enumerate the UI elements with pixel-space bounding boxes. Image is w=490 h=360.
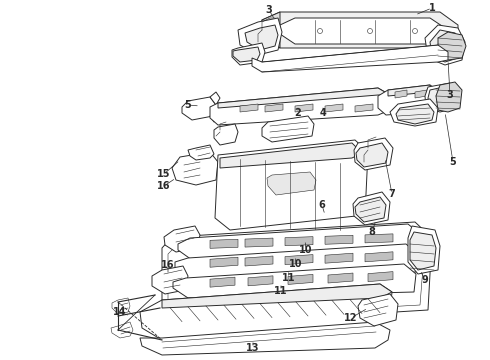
Polygon shape [262, 12, 280, 48]
Polygon shape [328, 273, 353, 283]
Polygon shape [210, 277, 235, 287]
Polygon shape [355, 104, 373, 112]
Polygon shape [218, 88, 390, 108]
Text: 14: 14 [113, 307, 127, 317]
Polygon shape [262, 12, 458, 48]
Polygon shape [182, 97, 216, 120]
Polygon shape [410, 232, 436, 270]
Text: 8: 8 [368, 227, 375, 237]
Polygon shape [172, 152, 218, 185]
Polygon shape [280, 18, 445, 44]
Polygon shape [188, 145, 214, 160]
Polygon shape [162, 222, 432, 325]
Polygon shape [395, 90, 407, 98]
Text: 1: 1 [429, 3, 436, 13]
Polygon shape [428, 86, 454, 110]
Polygon shape [353, 192, 390, 225]
Polygon shape [285, 255, 313, 265]
Polygon shape [175, 244, 418, 280]
Polygon shape [368, 272, 393, 282]
Polygon shape [210, 92, 220, 105]
Polygon shape [390, 99, 438, 126]
Polygon shape [285, 237, 313, 246]
Polygon shape [265, 104, 283, 112]
Text: 16: 16 [161, 260, 175, 270]
Polygon shape [210, 257, 238, 267]
Polygon shape [233, 47, 260, 62]
Polygon shape [408, 226, 440, 274]
Polygon shape [262, 116, 314, 142]
Text: 11: 11 [274, 286, 288, 296]
Polygon shape [430, 30, 460, 62]
Polygon shape [325, 235, 353, 244]
Text: 4: 4 [319, 108, 326, 118]
Polygon shape [356, 143, 388, 167]
Polygon shape [378, 85, 442, 115]
Polygon shape [168, 228, 425, 318]
Polygon shape [232, 43, 265, 65]
Polygon shape [365, 252, 393, 262]
Polygon shape [425, 83, 458, 112]
Polygon shape [325, 253, 353, 263]
Polygon shape [354, 138, 393, 170]
Polygon shape [111, 322, 133, 338]
Text: 5: 5 [185, 100, 192, 110]
Circle shape [318, 28, 322, 33]
Text: 3: 3 [446, 90, 453, 100]
Polygon shape [396, 104, 434, 124]
Polygon shape [295, 104, 313, 112]
Polygon shape [436, 82, 462, 112]
Polygon shape [173, 264, 416, 298]
Polygon shape [178, 224, 420, 260]
Polygon shape [210, 88, 390, 125]
Polygon shape [252, 45, 448, 72]
Text: 5: 5 [450, 157, 456, 167]
Polygon shape [210, 239, 238, 248]
Text: 13: 13 [246, 343, 260, 353]
Polygon shape [415, 90, 427, 98]
Polygon shape [248, 276, 273, 286]
Text: 3: 3 [266, 5, 272, 15]
Polygon shape [210, 112, 218, 122]
Polygon shape [112, 298, 130, 314]
Polygon shape [267, 172, 316, 195]
Polygon shape [388, 85, 430, 96]
Text: 7: 7 [389, 189, 395, 199]
Text: 2: 2 [294, 108, 301, 118]
Text: 11: 11 [282, 273, 296, 283]
Text: 6: 6 [318, 200, 325, 210]
Text: 15: 15 [157, 169, 171, 179]
Polygon shape [288, 274, 313, 284]
Text: 9: 9 [421, 275, 428, 285]
Text: 12: 12 [344, 313, 358, 323]
Polygon shape [438, 32, 466, 60]
Polygon shape [245, 238, 273, 247]
Polygon shape [325, 104, 343, 112]
Circle shape [368, 28, 372, 33]
Polygon shape [245, 256, 273, 266]
Polygon shape [365, 234, 393, 243]
Polygon shape [355, 197, 386, 222]
Polygon shape [240, 104, 258, 112]
Text: 10: 10 [299, 245, 313, 255]
Polygon shape [358, 294, 398, 326]
Text: 16: 16 [157, 181, 171, 191]
Circle shape [413, 28, 417, 33]
Polygon shape [140, 322, 390, 355]
Polygon shape [245, 25, 278, 50]
Polygon shape [162, 284, 392, 308]
Polygon shape [220, 143, 362, 168]
Text: 10: 10 [289, 259, 303, 269]
Polygon shape [140, 284, 392, 340]
Polygon shape [214, 124, 238, 145]
Polygon shape [238, 18, 282, 55]
Polygon shape [215, 140, 368, 230]
Polygon shape [152, 266, 188, 294]
Polygon shape [425, 25, 465, 65]
Polygon shape [164, 226, 200, 252]
